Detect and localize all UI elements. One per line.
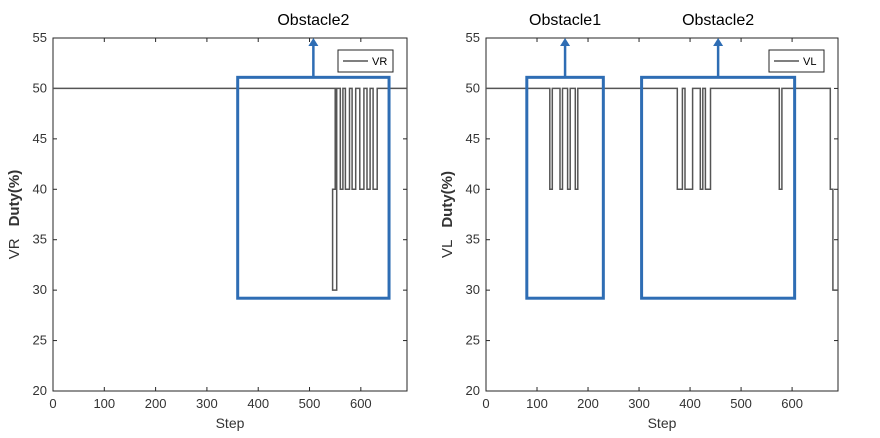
vr-xtick-label: 600 <box>350 396 372 411</box>
vr-series-line-vr <box>53 87 407 291</box>
vr-xtick-label: 500 <box>299 396 321 411</box>
vr-annotation-arrow-head <box>308 38 319 46</box>
vr-ytick-label: 35 <box>33 232 47 247</box>
vl-chart: 20 25 30 35 40 45 50 55 0 100 200 300 400 500 600 Step V… <box>439 12 839 431</box>
vl-y-axis-label: VL Duty(%) <box>439 171 456 258</box>
vl-annotation-obstacle2: Obstacle2 <box>640 12 797 300</box>
vr-ytick-label: 20 <box>33 383 47 398</box>
vr-legend: VR <box>337 49 394 73</box>
vl-annotation-label: Obstacle2 <box>682 12 754 29</box>
vl-y-axis-main-label: Duty(%) <box>439 171 456 228</box>
vl-ytick-label: 45 <box>466 131 480 146</box>
vl-y-axis-series-label: VL <box>439 240 456 258</box>
vl-series-line-vl <box>486 87 838 291</box>
vr-y-axis-series-label: VR <box>6 238 23 259</box>
vr-ytick-label: 45 <box>33 131 47 146</box>
vl-annotation-obstacle1: Obstacle1 <box>525 12 605 300</box>
vr-plot-area <box>52 37 408 392</box>
vr-y-axis-label: VR Duty(%) <box>6 170 23 260</box>
vr-annotation-label: Obstacle2 <box>277 12 349 29</box>
vl-ytick-label: 20 <box>466 383 480 398</box>
vr-x-axis-label: Step <box>216 415 245 431</box>
vl-xtick-label: 100 <box>526 396 548 411</box>
vl-ytick-label: 55 <box>466 30 480 45</box>
vr-ytick-label: 40 <box>33 181 47 196</box>
vl-ytick-label: 25 <box>466 333 480 348</box>
vl-ytick-label: 30 <box>466 282 480 297</box>
vl-ytick-label: 50 <box>466 80 480 95</box>
vl-x-axis-label: Step <box>648 415 677 431</box>
vl-legend-label: VL <box>803 56 816 68</box>
vr-xtick-label: 300 <box>196 396 218 411</box>
vl-plot-area <box>485 37 839 392</box>
vr-xtick-label: 200 <box>145 396 167 411</box>
vl-annotation-arrow-head <box>560 38 571 46</box>
vr-xtick-label: 100 <box>93 396 115 411</box>
vl-ytick-label: 40 <box>466 181 480 196</box>
vl-legend: VL <box>768 49 825 73</box>
vl-xtick-label: 500 <box>730 396 752 411</box>
vr-ytick-label: 25 <box>33 333 47 348</box>
vl-xtick-label: 0 <box>482 396 489 411</box>
vr-ytick-label: 50 <box>33 80 47 95</box>
vr-legend-label: VR <box>372 56 387 68</box>
vl-xtick-label: 600 <box>781 396 803 411</box>
vl-ytick-label: 35 <box>466 232 480 247</box>
vr-ytick-label: 55 <box>33 30 47 45</box>
vl-xtick-label: 200 <box>577 396 599 411</box>
vr-xtick-label: 400 <box>247 396 269 411</box>
vl-xtick-label: 400 <box>679 396 701 411</box>
vl-xtick-label: 300 <box>628 396 650 411</box>
vr-chart: 20 25 30 35 40 45 50 55 0 100 200 300 400 500 600 Step V… <box>6 12 408 431</box>
vr-ytick-label: 30 <box>33 282 47 297</box>
vr-y-axis-main-label: Duty(%) <box>6 170 23 227</box>
vr-annotation-obstacle2: Obstacle2 <box>236 12 391 300</box>
vr-xtick-label: 0 <box>49 396 56 411</box>
vl-annotation-label: Obstacle1 <box>529 12 601 29</box>
vl-annotation-arrow-head <box>713 38 724 46</box>
